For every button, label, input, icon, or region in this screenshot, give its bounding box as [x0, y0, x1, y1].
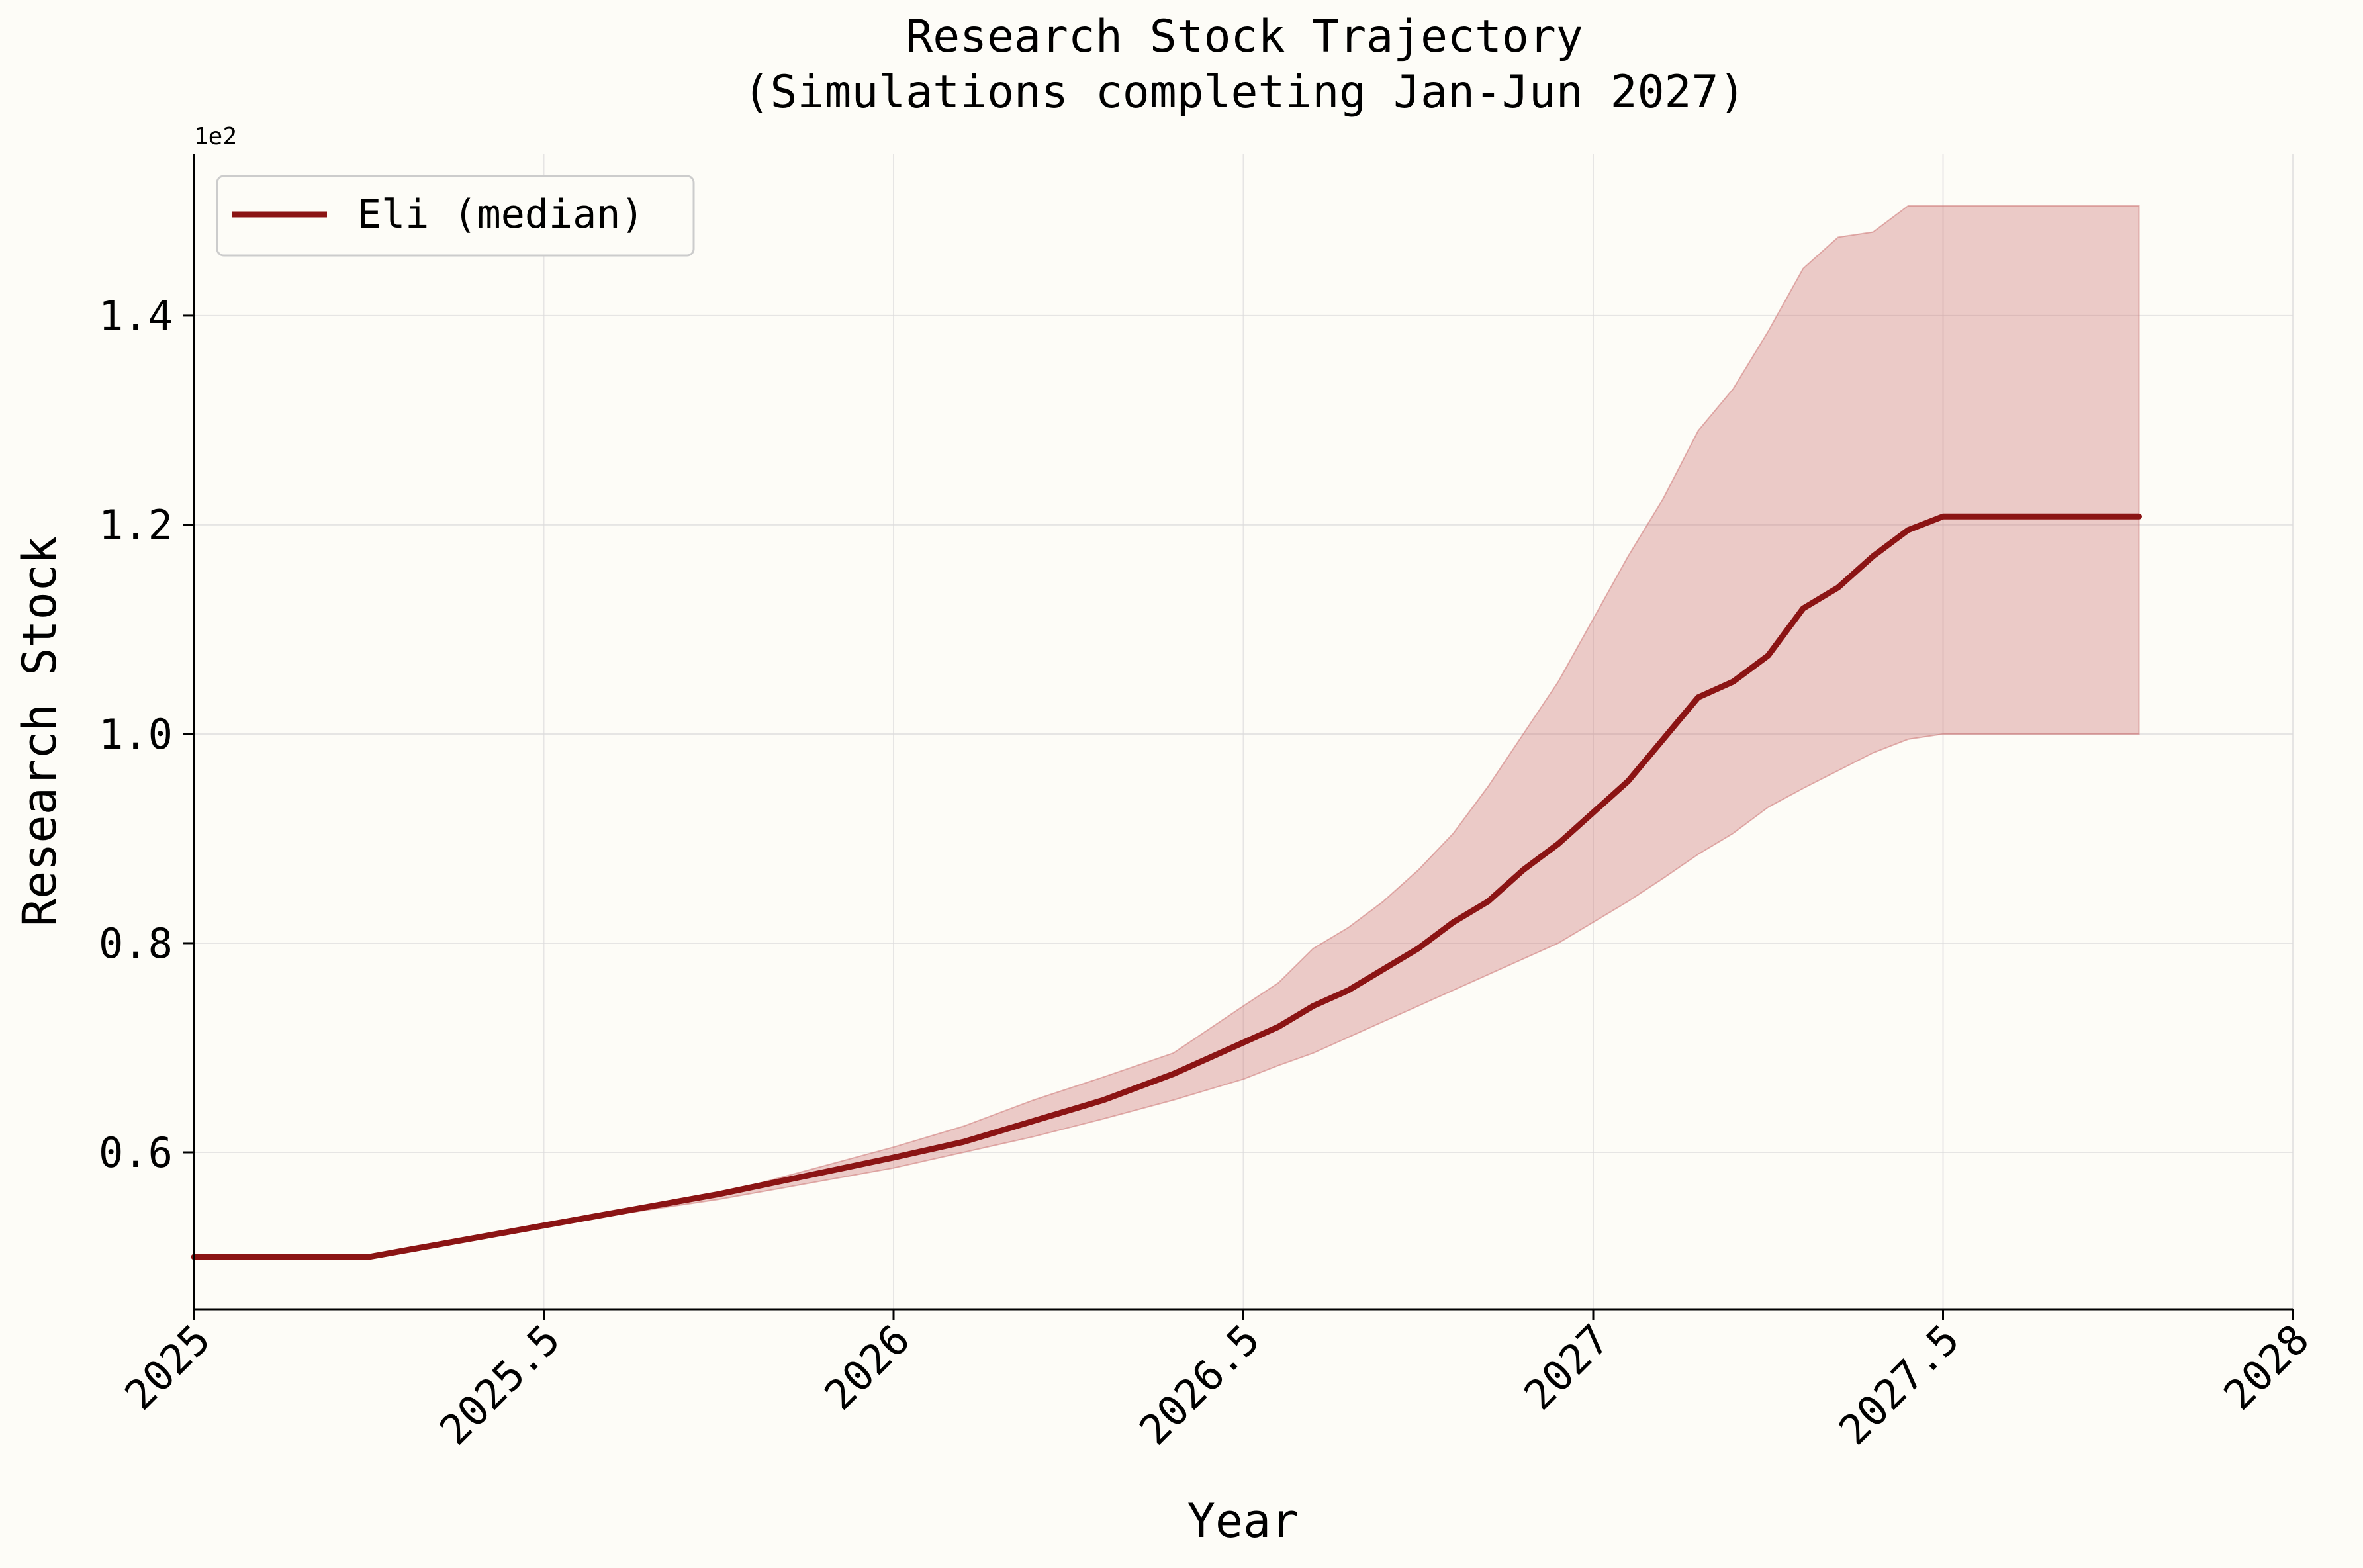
y-tick-label: 0.8	[99, 919, 173, 968]
legend-label: Eli (median)	[357, 191, 644, 238]
grid	[194, 154, 2294, 1309]
y-tick-label: 0.6	[99, 1129, 173, 1177]
x-axis-label: Year	[1187, 1494, 1299, 1548]
y-axis-label: Research Stock	[13, 536, 67, 927]
legend-frame	[216, 175, 695, 257]
chart-title: Research Stock Trajectory	[905, 11, 1583, 63]
chart-subtitle: (Simulations completing Jan-Jun 2027)	[743, 66, 1746, 118]
y-tick-label: 1.2	[99, 501, 173, 549]
median-line	[191, 513, 2142, 1260]
y-tick-label: 1.4	[99, 292, 173, 340]
confidence-band	[194, 205, 2140, 1258]
legend: Eli (median)	[216, 175, 695, 257]
y-offset-label: 1e2	[194, 123, 237, 150]
y-tick-label: 1.0	[99, 710, 173, 759]
plot-area	[191, 205, 2142, 1260]
y-ticks: 0.6 0.8 1.0 1.2 1.4	[99, 292, 194, 1177]
